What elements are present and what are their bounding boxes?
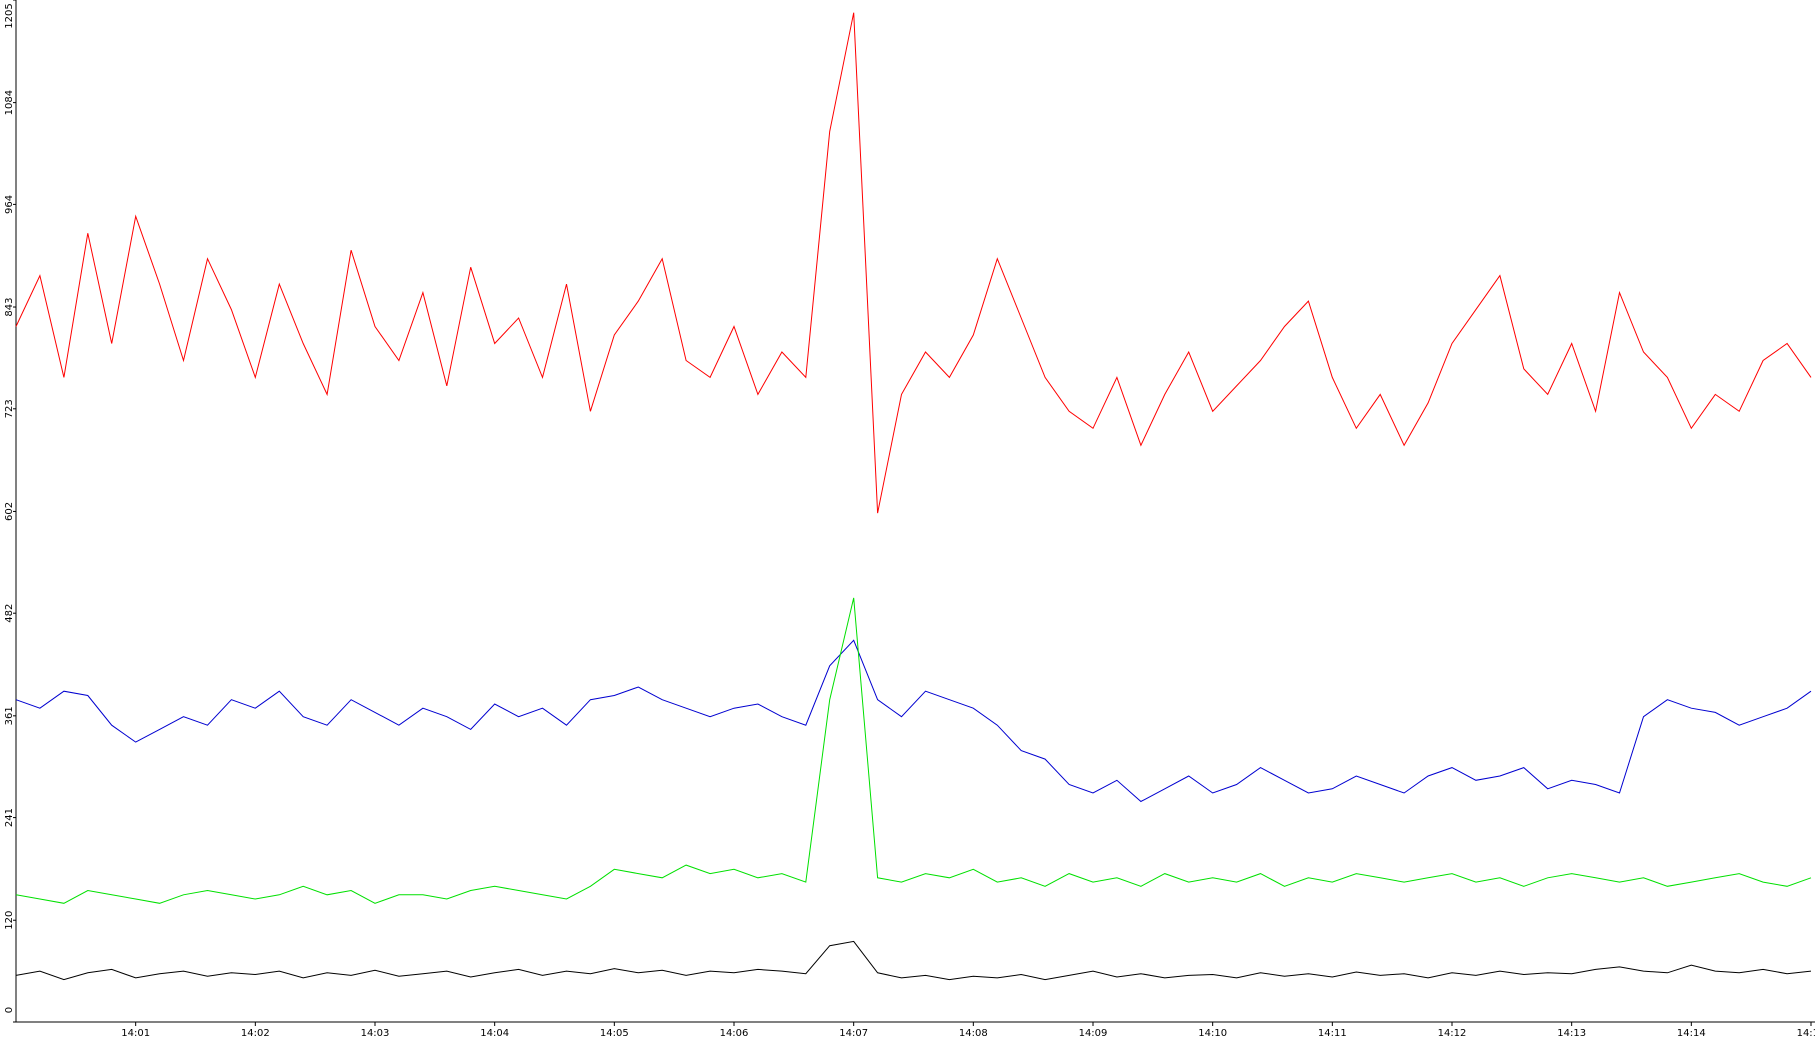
- series-line: [15, 597, 1812, 904]
- y-tick-label: 723: [4, 399, 15, 418]
- x-tick-label: 14:11: [1318, 1028, 1347, 1039]
- x-tick-label: 14:13: [1557, 1028, 1586, 1039]
- y-tick-label: 1205: [4, 3, 15, 28]
- x-tick-label: 14:04: [480, 1028, 509, 1039]
- series-line: [15, 639, 1812, 803]
- x-tick-label: 14:08: [959, 1028, 988, 1039]
- x-tick-label: 14:07: [839, 1028, 868, 1039]
- x-tick-label: 14:03: [361, 1028, 390, 1039]
- y-tick-label: 241: [4, 808, 15, 827]
- x-tick-label: 14:12: [1438, 1028, 1467, 1039]
- y-tick-label: 964: [4, 195, 15, 214]
- y-tick-label: 0: [4, 1007, 15, 1013]
- x-tick-label: 14:06: [720, 1028, 749, 1039]
- y-tick-label: 482: [4, 604, 15, 623]
- x-tick-label: 14:09: [1079, 1028, 1108, 1039]
- y-tick-label: 1084: [4, 90, 15, 115]
- x-tick-label: 14:15: [1797, 1028, 1815, 1039]
- y-tick-label: 843: [4, 297, 15, 316]
- x-tick-label: 14:01: [121, 1028, 150, 1039]
- x-tick-label: 14:10: [1198, 1028, 1227, 1039]
- y-tick-label: 361: [4, 706, 15, 725]
- y-tick-label: 602: [4, 502, 15, 521]
- x-tick-label: 14:14: [1677, 1028, 1706, 1039]
- y-tick-label: 120: [4, 911, 15, 930]
- series-line: [15, 12, 1812, 514]
- x-tick-label: 14:05: [600, 1028, 629, 1039]
- x-tick-label: 14:02: [241, 1028, 270, 1039]
- series-line: [15, 940, 1812, 981]
